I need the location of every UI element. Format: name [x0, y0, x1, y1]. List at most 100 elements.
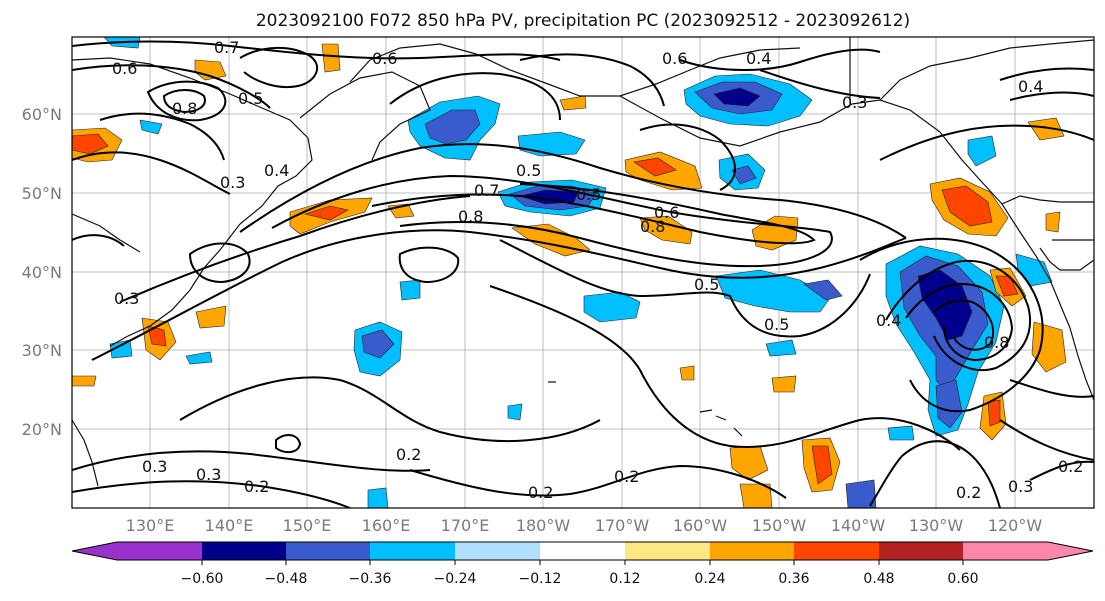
contour-label: 0.5	[764, 315, 789, 334]
precip-patch	[713, 87, 761, 107]
contour-label: 0.5	[694, 275, 719, 294]
coastline	[619, 95, 1051, 281]
precip-patch	[518, 189, 579, 205]
colorbar-tick-label: 0.12	[609, 571, 640, 587]
precip-patch	[731, 165, 757, 185]
contour-label: 0.3	[842, 93, 867, 112]
colorbar-segment	[963, 542, 1093, 560]
pv-contour	[499, 239, 871, 338]
coastline	[1001, 195, 1094, 205]
coastline	[1039, 247, 1094, 271]
pv-contour	[679, 48, 881, 71]
contour-label: 0.4	[264, 161, 289, 180]
lon-tick-label: 130°E	[126, 516, 175, 535]
contour-label: 0.3	[142, 457, 167, 476]
lon-tick-label: 140°W	[831, 516, 886, 535]
colorbar-segment	[72, 542, 202, 560]
pv-contour	[99, 112, 225, 161]
pv-contour	[1009, 91, 1094, 101]
precip-patch	[72, 375, 97, 387]
precip-patch	[303, 205, 349, 221]
contour-label: 0.4	[1018, 77, 1043, 96]
colorbar-tick-label: 0.36	[778, 571, 809, 587]
lon-tick-label: 150°W	[752, 516, 807, 535]
pv-contour	[885, 259, 1032, 372]
colorbar-tick-label: −0.24	[434, 571, 477, 587]
precip-patch	[195, 305, 227, 329]
colorbar-segment	[794, 542, 879, 560]
precip-patch	[507, 403, 523, 421]
precip-patch	[72, 133, 109, 155]
contour-label: 0.2	[396, 445, 421, 464]
lon-tick-label: 180°W	[516, 516, 571, 535]
coastline	[72, 57, 313, 225]
colorbar-tick-label: −0.48	[265, 571, 308, 587]
precip-patch	[679, 365, 695, 381]
lon-tick-label: 140°E	[205, 516, 254, 535]
coastlines	[72, 37, 1094, 487]
precip-patch	[424, 109, 481, 145]
pv-contour	[371, 183, 816, 245]
colorbar-tick-label: 0.48	[863, 571, 894, 587]
precip-patch	[765, 339, 797, 357]
coastline	[109, 223, 241, 347]
precip-patch	[803, 279, 843, 301]
lat-tick-label: 60°N	[22, 105, 62, 124]
precip-patch	[139, 119, 163, 135]
coastline	[1049, 279, 1094, 401]
contour-label: 0.4	[746, 49, 771, 68]
pv-contour	[275, 434, 302, 454]
precip-patch	[147, 325, 167, 347]
contour-labels: 0.7 0.6 0.8 0.5 0.4 0.3 0.6 0.7 0.5 0.8 …	[112, 38, 1083, 502]
pv-contour	[905, 282, 1014, 362]
pv-contour	[146, 80, 227, 122]
pv-contour	[389, 72, 561, 121]
colorbar-segment	[202, 542, 286, 560]
map-panel: 0.7 0.6 0.8 0.5 0.4 0.3 0.6 0.7 0.5 0.8 …	[71, 36, 1095, 509]
lon-tick-label: 160°W	[673, 516, 728, 535]
colorbar-tick-label: 0.24	[694, 571, 725, 587]
precip-patch	[967, 135, 997, 167]
colorbar-tick-label: −0.12	[519, 571, 562, 587]
pv-contour	[859, 237, 1044, 413]
pv-contour	[409, 464, 787, 499]
contour-label: 0.7	[214, 38, 239, 57]
lat-tick-label: 20°N	[22, 420, 62, 439]
contour-label: 0.2	[244, 477, 269, 496]
precip-patch	[399, 279, 421, 301]
precip-patch	[935, 379, 963, 429]
colorbar: −0.60 −0.48 −0.36 −0.24 −0.12 0.12 0.24 …	[71, 541, 1094, 587]
pv-contour	[999, 419, 1094, 461]
precip-patch	[715, 269, 831, 313]
lat-tick-label: 40°N	[22, 263, 62, 282]
pv-contour	[72, 151, 231, 195]
precip-patch	[321, 43, 341, 73]
pv-contour	[72, 480, 351, 508]
pv-contour	[933, 299, 995, 351]
lon-tick-label: 130°W	[909, 516, 964, 535]
colorbar-segments	[72, 542, 1093, 560]
contour-label: 0.3	[114, 289, 139, 308]
pv-contour	[999, 67, 1094, 81]
colorbar-segment	[286, 542, 370, 560]
pv-contour	[639, 123, 736, 191]
pv-contour	[162, 89, 206, 114]
contour-label: 0.5	[238, 89, 263, 108]
lat-axis: 60°N 50°N 40°N 30°N 20°N	[22, 105, 62, 439]
colorbar-segment	[540, 542, 625, 560]
precip-patch	[771, 375, 797, 393]
colorbar-tick-label: −0.36	[349, 571, 392, 587]
contour-label: 0.2	[528, 483, 553, 502]
pv-contour	[72, 234, 125, 247]
colorbar-ticks	[201, 560, 964, 565]
pv-contour	[239, 46, 319, 88]
lat-tick-label: 30°N	[22, 341, 62, 360]
pv-contour	[519, 53, 665, 107]
contour-label: 0.2	[614, 467, 639, 486]
precip-patch	[361, 329, 395, 359]
pv-contour	[398, 246, 460, 284]
precip-patch	[185, 351, 213, 365]
pv-contour	[239, 143, 907, 239]
lon-tick-label: 170°W	[595, 516, 650, 535]
coastline	[879, 39, 1094, 101]
